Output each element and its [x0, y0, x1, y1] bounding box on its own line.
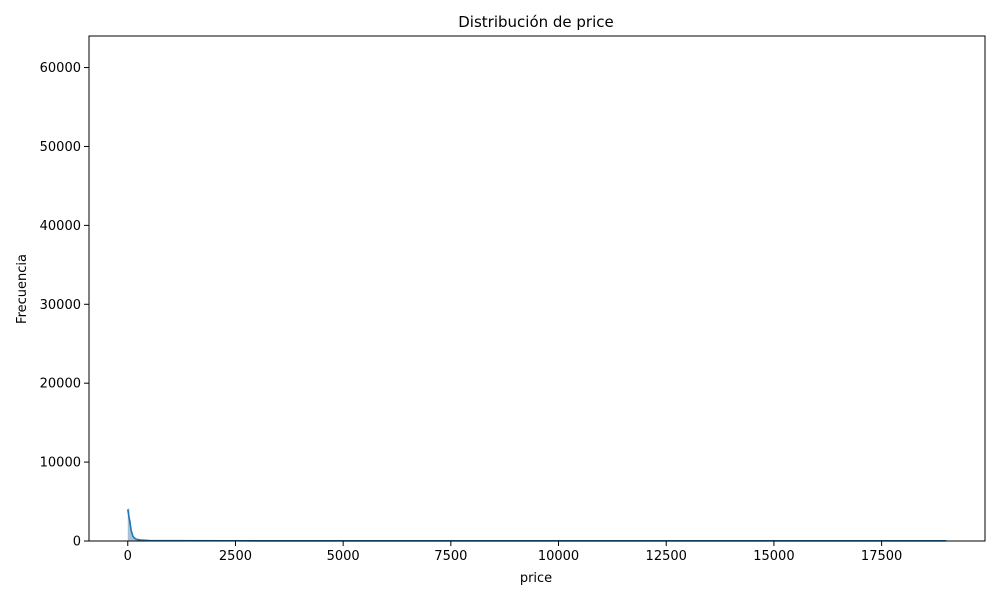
x-tick-label: 5000: [327, 549, 360, 564]
chart-title: Distribución de price: [458, 13, 614, 31]
x-axis-label: price: [520, 571, 552, 586]
y-tick-label: 40000: [40, 219, 81, 234]
y-tick-label: 30000: [40, 298, 81, 313]
y-tick-label: 50000: [40, 140, 81, 155]
x-tick-label: 12500: [646, 549, 687, 564]
histogram-bar-5: [135, 539, 138, 541]
x-tick-label: 10000: [538, 549, 579, 564]
histogram-bar-2: [131, 532, 133, 541]
plot-frame: [88, 35, 986, 542]
histogram-bar-3: [132, 537, 135, 541]
x-tick-label: 2500: [219, 549, 252, 564]
histogram-bar-4: [134, 538, 136, 541]
y-tick-label: 60000: [40, 61, 81, 76]
histogram-bar-0: [127, 508, 130, 541]
y-tick-label: 10000: [40, 456, 81, 471]
x-axis: 0 2500 5000 7500 10000 12500 15000 17500: [124, 541, 902, 564]
y-axis: 0 10000 20000 30000 40000 50000 60000: [40, 61, 89, 550]
x-tick-label: 17500: [861, 549, 902, 564]
y-tick-label: 20000: [40, 377, 81, 392]
y-axis-label: Frecuencia: [15, 254, 30, 324]
x-tick-label: 7500: [434, 549, 467, 564]
x-tick-label: 0: [124, 549, 132, 564]
x-tick-label: 15000: [753, 549, 794, 564]
y-tick-label: 0: [73, 535, 81, 550]
histogram-bar-1: [129, 520, 132, 541]
